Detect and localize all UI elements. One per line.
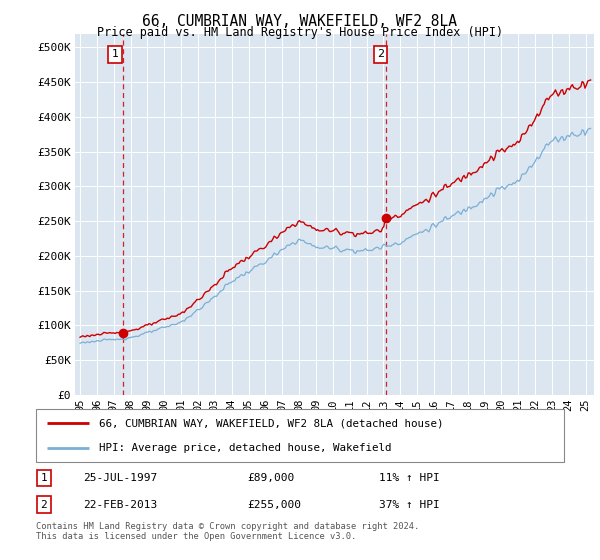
Text: 1: 1 (41, 473, 47, 483)
Text: HPI: Average price, detached house, Wakefield: HPI: Average price, detached house, Wake… (100, 442, 392, 452)
Text: 66, CUMBRIAN WAY, WAKEFIELD, WF2 8LA (detached house): 66, CUMBRIAN WAY, WAKEFIELD, WF2 8LA (de… (100, 418, 444, 428)
Text: 66, CUMBRIAN WAY, WAKEFIELD, WF2 8LA: 66, CUMBRIAN WAY, WAKEFIELD, WF2 8LA (143, 14, 458, 29)
Text: 22-FEB-2013: 22-FEB-2013 (83, 500, 158, 510)
Text: 25-JUL-1997: 25-JUL-1997 (83, 473, 158, 483)
Text: 11% ↑ HPI: 11% ↑ HPI (379, 473, 440, 483)
Text: 2: 2 (377, 49, 384, 59)
Text: Price paid vs. HM Land Registry's House Price Index (HPI): Price paid vs. HM Land Registry's House … (97, 26, 503, 39)
Text: 37% ↑ HPI: 37% ↑ HPI (379, 500, 440, 510)
Text: 1: 1 (112, 49, 118, 59)
FancyBboxPatch shape (36, 409, 564, 462)
Text: £89,000: £89,000 (247, 473, 295, 483)
Text: £255,000: £255,000 (247, 500, 301, 510)
Text: 2: 2 (41, 500, 47, 510)
Text: Contains HM Land Registry data © Crown copyright and database right 2024.
This d: Contains HM Land Registry data © Crown c… (36, 522, 419, 542)
